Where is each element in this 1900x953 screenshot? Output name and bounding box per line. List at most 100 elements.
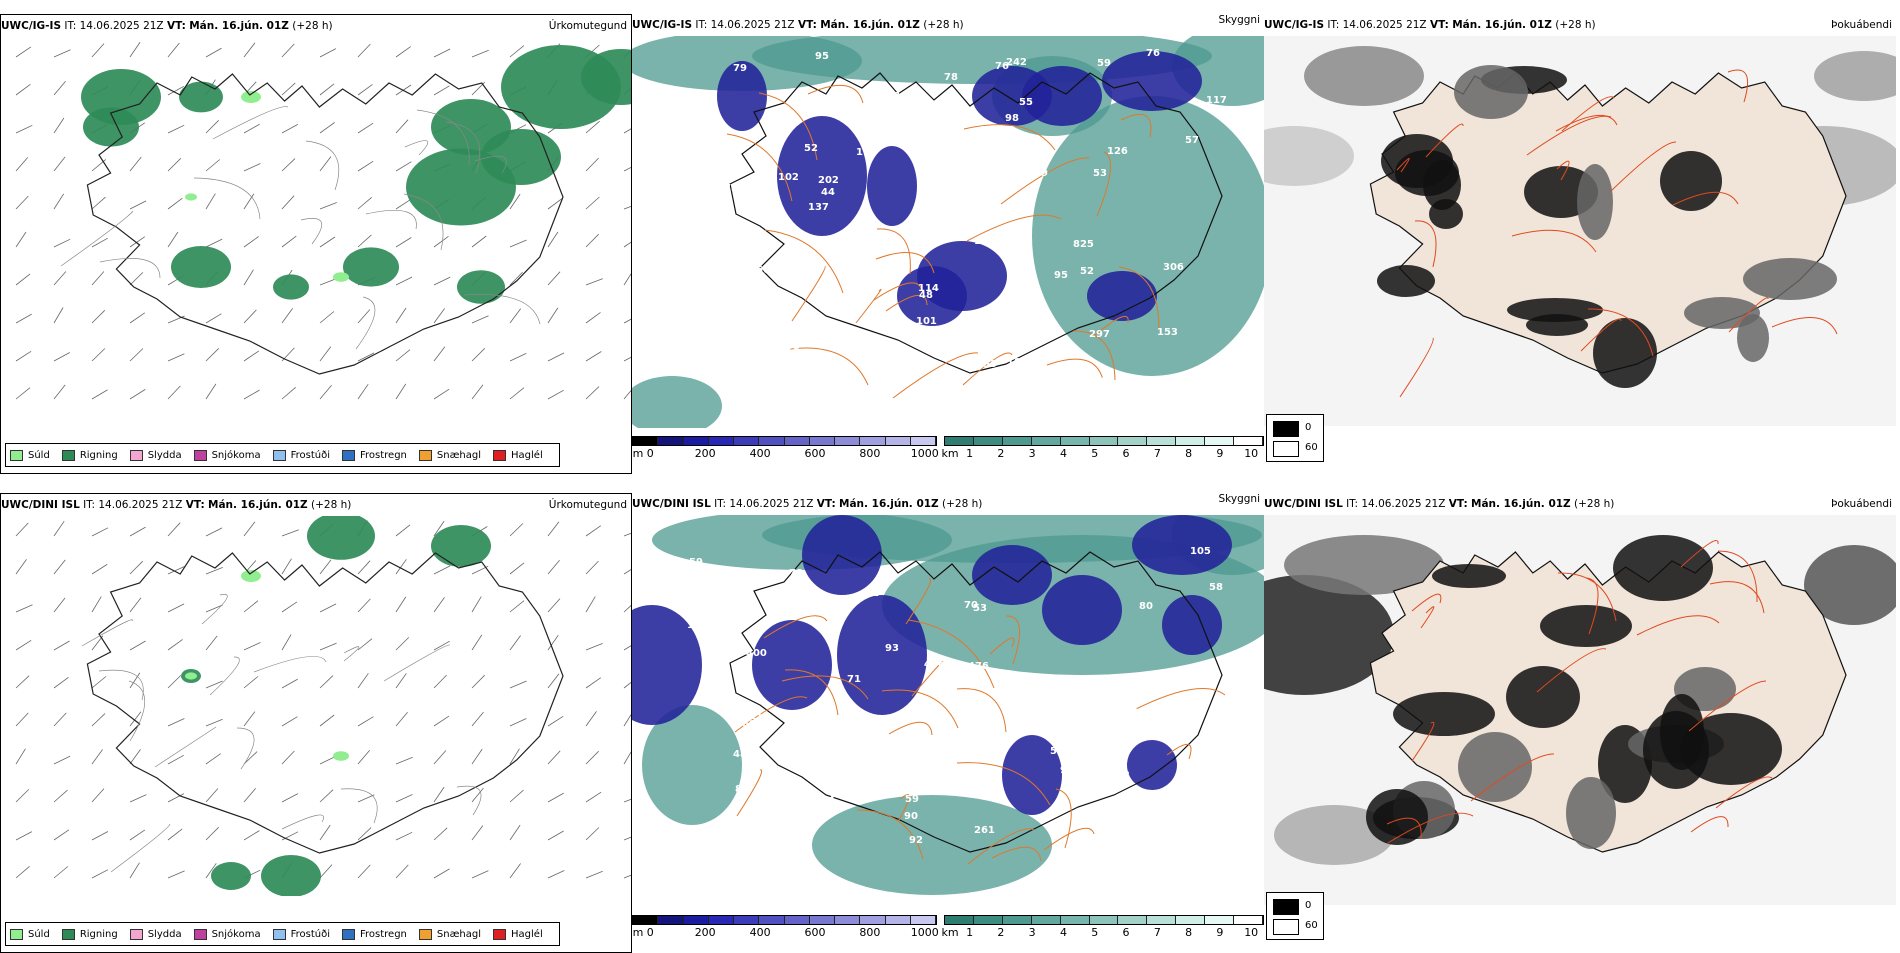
road [1717, 550, 1758, 603]
visibility-area [632, 376, 722, 428]
colorbar-segment [1060, 437, 1090, 445]
road [726, 133, 793, 202]
wind-barb [585, 677, 602, 689]
barb-staff [91, 310, 106, 324]
colorbar-segment [1002, 916, 1032, 924]
barb-staff [547, 521, 560, 537]
barb-staff [15, 83, 31, 96]
legend-item: Snæhagl [418, 928, 481, 940]
barb-staff [281, 558, 292, 575]
barb-staff [547, 231, 559, 248]
cloudbase-label: 400 [746, 648, 767, 659]
barb-staff [91, 348, 106, 362]
cloudbase-label: 126 [1107, 146, 1128, 157]
wind-barb [167, 353, 185, 362]
cloudbase-label: 48 [919, 290, 933, 301]
barb-staff [395, 524, 411, 537]
barb-staff [547, 271, 561, 286]
legend-item: Slydda [129, 449, 182, 461]
barb-staff [91, 596, 102, 613]
colorbar-segment [973, 916, 1003, 924]
cloudbase-label: 61 [1128, 823, 1142, 834]
road [98, 669, 144, 701]
drizzle-area [185, 193, 197, 201]
wind-barb [281, 124, 298, 134]
wind-barb [319, 346, 332, 362]
road [1536, 648, 1607, 693]
barb-staff [395, 596, 407, 613]
wind-barb [395, 276, 413, 286]
fog-shade [1814, 51, 1896, 101]
barb-staff [91, 159, 107, 172]
wind-barb [53, 117, 65, 134]
wind-barb [585, 560, 599, 575]
colorbar-tick-label: 9 [1216, 447, 1224, 460]
wind-barb [623, 798, 631, 803]
barb-staff [509, 635, 521, 651]
colorbar-unit: km [941, 447, 959, 460]
barb-staff [319, 789, 334, 803]
barb-staff [243, 236, 259, 248]
road [758, 92, 818, 161]
barb-staff [205, 193, 216, 210]
colorbar-segment [809, 437, 835, 445]
wind-barb [623, 751, 631, 765]
barb-staff [433, 565, 451, 575]
road [1709, 581, 1765, 614]
visibility-area [812, 795, 1052, 895]
road [855, 289, 882, 324]
wind-barb [433, 786, 445, 803]
cloudbase-label: 53 [983, 359, 997, 370]
wind-barb [53, 597, 66, 613]
barb-staff [319, 864, 333, 879]
colorbar-segment [885, 437, 911, 445]
wind-barb [243, 309, 257, 324]
wind-barb [53, 789, 68, 803]
barb-staff [243, 389, 260, 400]
wind-barb [167, 718, 185, 727]
road [1610, 141, 1677, 192]
cloudbase-label: 67 [1026, 155, 1040, 166]
cloudbase-area [897, 266, 967, 326]
barb-staff [585, 233, 599, 248]
colorbar-tick-label: 600 [804, 926, 826, 939]
wind-barb [15, 675, 30, 689]
legend-label: Súld [28, 449, 50, 461]
barb-staff [395, 198, 412, 210]
wind-barb [281, 158, 296, 172]
barb-staff [167, 639, 183, 651]
barb-staff [509, 387, 525, 400]
road [734, 696, 808, 733]
road [343, 646, 360, 662]
legend-item: Snæhagl [418, 449, 481, 461]
wind-barb [395, 637, 410, 651]
road [956, 688, 1007, 733]
wind-barb [471, 348, 486, 362]
cloudbase-label: 159 [751, 185, 772, 196]
road [60, 210, 134, 267]
barb-staff [547, 389, 564, 400]
colorbar-segment [1118, 437, 1148, 445]
wind-barb [509, 600, 525, 613]
barb-staff [585, 870, 603, 879]
colorbar-tick-label: 3 [1028, 926, 1036, 939]
rain-area [431, 525, 491, 567]
wind-barb [623, 166, 631, 172]
road [154, 726, 217, 768]
colorbar-segment [784, 916, 810, 924]
cloudbase-label: 106 [980, 125, 1001, 136]
barb-staff [205, 348, 220, 362]
wind-barb [205, 680, 223, 689]
fog-legend-label: 60 [1305, 920, 1318, 931]
road [209, 656, 240, 696]
cloudbase-label: 90 [904, 811, 918, 822]
wind-barb [395, 349, 411, 362]
road [885, 295, 928, 312]
barb-staff [205, 313, 222, 324]
colorbar-segment [683, 437, 709, 445]
colorbar-ticks: km 1 2 3 4 5 6 7 8 9 10 [941, 446, 1264, 460]
wind-barb [623, 128, 631, 134]
barb-staff [167, 158, 182, 172]
barb-staff [91, 869, 109, 879]
wind-barb [395, 864, 409, 879]
